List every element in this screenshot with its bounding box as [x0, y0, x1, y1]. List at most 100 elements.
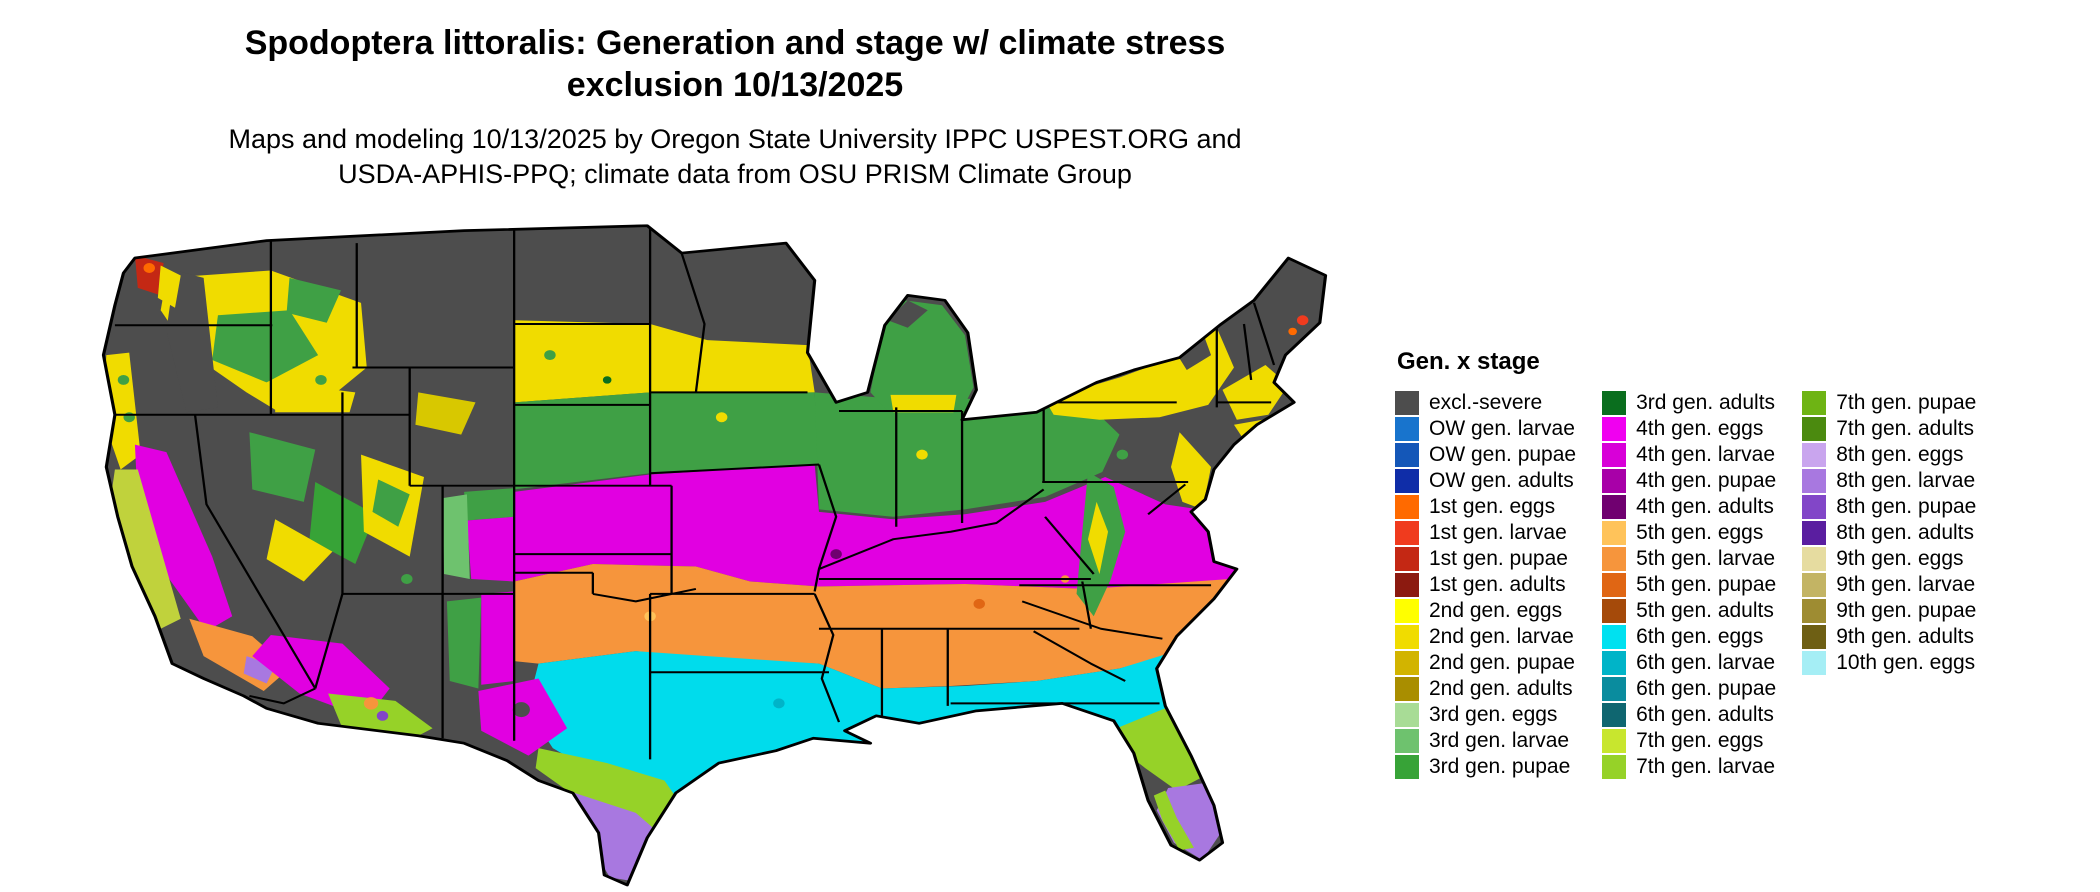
legend-item: 6th gen. larvae: [1602, 650, 1776, 676]
legend-item: 8th gen. larvae: [1802, 468, 1976, 494]
legend-item: 1st gen. larvae: [1395, 520, 1576, 546]
legend-item-label: 8th gen. eggs: [1836, 443, 1964, 466]
legend-item: 1st gen. pupae: [1395, 546, 1576, 572]
legend-item: 8th gen. pupae: [1802, 494, 1976, 520]
legend-swatch: [1395, 703, 1419, 727]
legend-item-label: 10th gen. eggs: [1836, 651, 1976, 674]
legend-item-label: 1st gen. eggs: [1429, 495, 1556, 518]
legend-item: 5th gen. larvae: [1602, 546, 1776, 572]
legend-item: 9th gen. eggs: [1802, 546, 1976, 572]
legend-swatch: [1395, 521, 1419, 545]
legend-columns: excl.-severe OW gen. larvae OW gen. pupae O…: [1395, 390, 1976, 780]
legend-item: 3rd gen. adults: [1602, 390, 1776, 416]
map-fill-regions: [103, 225, 1326, 886]
region-appalachians-yellow: [1088, 501, 1109, 575]
legend-item: 3rd gen. larvae: [1395, 728, 1576, 754]
legend-item-label: 3rd gen. pupae: [1429, 755, 1571, 778]
legend-swatch: [1802, 651, 1827, 675]
legend-item-label: 3rd gen. adults: [1636, 391, 1776, 414]
legend-item: 4th gen. larvae: [1602, 442, 1776, 468]
map-title: Spodoptera littoralis: Generation and st…: [150, 22, 1320, 106]
legend-item: 7th gen. adults: [1802, 416, 1976, 442]
legend-item-label: 2nd gen. eggs: [1429, 599, 1563, 622]
band-7th-gen-south-texas: [535, 748, 682, 835]
legend-swatch: [1802, 469, 1827, 493]
legend-item-label: 5th gen. eggs: [1636, 521, 1764, 544]
band-2nd-gen-plains: [514, 320, 815, 403]
legend-item-label: 6th gen. eggs: [1636, 625, 1764, 648]
legend-swatch: [1802, 443, 1827, 467]
legend-swatch: [1395, 391, 1419, 415]
legend-swatch: [1802, 521, 1827, 545]
legend-item: 8th gen. eggs: [1802, 442, 1976, 468]
legend-swatch: [1802, 391, 1827, 415]
legend-item: 9th gen. pupae: [1802, 598, 1976, 624]
legend-item-label: 9th gen. larvae: [1836, 573, 1976, 596]
legend-item-label: OW gen. adults: [1429, 469, 1574, 492]
legend-swatch: [1602, 651, 1627, 675]
legend-item-label: 2nd gen. pupae: [1429, 651, 1575, 674]
legend-item-label: excl.-severe: [1429, 391, 1543, 414]
legend-item-label: 3rd gen. eggs: [1429, 703, 1558, 726]
legend-swatch: [1395, 651, 1419, 675]
legend-item: 7th gen. eggs: [1602, 728, 1776, 754]
legend-swatch: [1802, 599, 1827, 623]
legend-item: 10th gen. eggs: [1802, 650, 1976, 676]
band-3rd-gen-west: [514, 392, 819, 490]
legend-swatch: [1602, 521, 1627, 545]
legend-item-label: 4th gen. larvae: [1636, 443, 1776, 466]
legend-swatch: [1802, 417, 1827, 441]
legend-swatch: [1802, 573, 1827, 597]
legend-swatch: [1395, 547, 1419, 571]
legend-item-label: 2nd gen. larvae: [1429, 625, 1574, 648]
legend-item: 6th gen. adults: [1602, 702, 1776, 728]
band-8th-gen-south-florida: [1156, 783, 1223, 861]
map-title-line1: Spodoptera littoralis: Generation and st…: [244, 24, 1226, 62]
legend-item: 4th gen. eggs: [1602, 416, 1776, 442]
west-mosaic: [103, 255, 568, 756]
legend-swatch: [1395, 573, 1419, 597]
map-subtitle-line1: Maps and modeling 10/13/2025 by Oregon S…: [228, 124, 1242, 154]
legend-item-label: 1st gen. pupae: [1429, 547, 1568, 570]
legend-item: 2nd gen. adults: [1395, 676, 1576, 702]
legend-item: OW gen. larvae: [1395, 416, 1576, 442]
region-michigan-tip-gray: [887, 300, 928, 328]
legend-item-label: 8th gen. pupae: [1836, 495, 1977, 518]
region-michigan-green: [870, 300, 974, 418]
legend-swatch: [1395, 729, 1419, 753]
speckle-dots: [315, 315, 1309, 709]
legend-item-label: 5th gen. adults: [1636, 599, 1774, 622]
legend-column-3: 7th gen. pupae 7th gen. adults 8th gen. eg…: [1802, 390, 1976, 676]
legend-swatch: [1802, 625, 1827, 649]
legend-swatch: [1802, 547, 1827, 571]
legend-item-label: 4th gen. adults: [1636, 495, 1774, 518]
legend-item: OW gen. pupae: [1395, 442, 1576, 468]
legend-item: 9th gen. adults: [1802, 624, 1976, 650]
legend-item: 6th gen. pupae: [1602, 676, 1776, 702]
legend-item-label: 4th gen. pupae: [1636, 469, 1777, 492]
legend-item-label: 9th gen. adults: [1836, 625, 1975, 648]
legend-swatch: [1802, 495, 1827, 519]
legend-item-label: OW gen. pupae: [1429, 443, 1577, 466]
legend-item: OW gen. adults: [1395, 468, 1576, 494]
legend-item-label: 5th gen. pupae: [1636, 573, 1777, 596]
legend-swatch: [1602, 573, 1627, 597]
legend-item: 9th gen. larvae: [1802, 572, 1976, 598]
legend-item: 1st gen. adults: [1395, 572, 1576, 598]
legend-item: 4th gen. pupae: [1602, 468, 1776, 494]
legend-item: 4th gen. adults: [1602, 494, 1776, 520]
legend-swatch: [1395, 443, 1419, 467]
legend-item-label: 1st gen. larvae: [1429, 521, 1567, 544]
legend-item: 3rd gen. pupae: [1395, 754, 1576, 780]
legend-item-label: 7th gen. eggs: [1636, 729, 1764, 752]
legend-item-label: 6th gen. pupae: [1636, 677, 1777, 700]
legend-swatch: [1602, 469, 1627, 493]
legend-item-label: 7th gen. adults: [1836, 417, 1975, 440]
legend-column-2: 3rd gen. adults 4th gen. eggs 4th gen. lar…: [1602, 390, 1776, 780]
legend-swatch: [1602, 391, 1627, 415]
legend-item-label: 7th gen. larvae: [1636, 755, 1776, 778]
legend-item: 7th gen. larvae: [1602, 754, 1776, 780]
legend-swatch: [1602, 599, 1627, 623]
legend-swatch: [1602, 625, 1627, 649]
